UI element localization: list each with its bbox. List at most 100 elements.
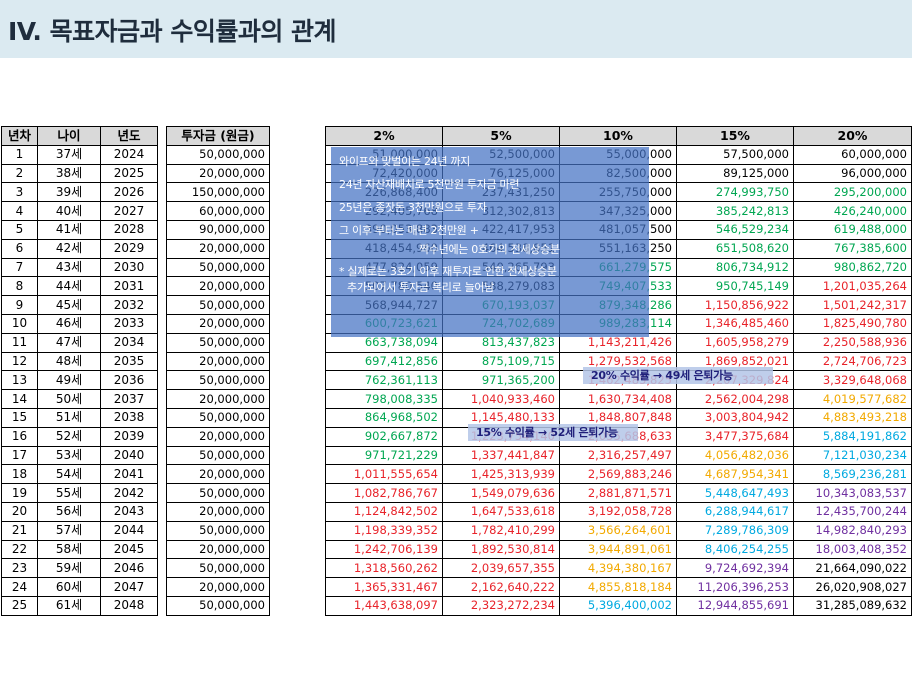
- cell-investment: 20,000,000: [166, 501, 270, 522]
- cell-n: 17: [1, 445, 38, 466]
- cell-r2: 1,124,842,502: [325, 501, 443, 522]
- cell-investment: 50,000,000: [166, 257, 270, 278]
- cell-n: 12: [1, 351, 38, 372]
- cell-r5: 1,782,410,299: [442, 520, 560, 541]
- cell-year: 2028: [100, 219, 158, 240]
- table-row: 18 54세 2041: [1, 464, 158, 485]
- cell-r20: 619,488,000: [793, 219, 912, 240]
- cell-r5: 2,323,272,234: [442, 595, 560, 616]
- cell-r2: 1,242,706,139: [325, 539, 443, 560]
- table-row: 20,000,000: [166, 351, 270, 372]
- cell-r20: 31,285,089,632: [793, 595, 912, 616]
- table-row: 1,198,339,352 1,782,410,299 3,566,264,601 7…: [325, 520, 912, 541]
- cell-year: 2039: [100, 426, 158, 447]
- cell-r20: 12,435,700,244: [793, 501, 912, 522]
- table-row: 50,000,000: [166, 332, 270, 353]
- cell-n: 18: [1, 464, 38, 485]
- table-row: 697,412,856 875,109,715 1,279,532,568 1,869…: [325, 351, 912, 372]
- table-row: 10 46세 2033: [1, 313, 158, 334]
- cell-r20: 4,019,577,682: [793, 389, 912, 409]
- cell-r20: 1,501,242,317: [793, 295, 912, 315]
- cell-age: 61세: [37, 595, 101, 616]
- table-row: 798,008,335 1,040,933,460 1,630,734,408 2,5…: [325, 389, 912, 409]
- table-row: 2 38세 2025: [1, 163, 158, 184]
- table-row: 50,000,000: [166, 520, 270, 541]
- cell-r5: 875,109,715: [442, 351, 560, 372]
- table-row: 1,011,555,654 1,425,313,939 2,569,883,246 4…: [325, 464, 912, 485]
- table-row: 20,000,000: [166, 426, 270, 447]
- table-row: 1,318,560,262 2,039,657,355 4,394,380,167 9…: [325, 558, 912, 579]
- retire-note-15: 15% 수익률 → 52세 은퇴가능: [468, 424, 638, 441]
- cell-r15: 806,734,912: [676, 257, 794, 278]
- table-row: 23 59세 2046: [1, 558, 158, 579]
- table-row: 1,124,842,502 1,647,533,618 3,192,058,728 6…: [325, 501, 912, 522]
- header-rate-10: 10%: [559, 126, 677, 146]
- table-row: 8 44세 2031: [1, 276, 158, 297]
- cell-r15: 2,562,004,298: [676, 389, 794, 409]
- cell-age: 54세: [37, 464, 101, 485]
- table-header-row: 투자금 (원금): [166, 126, 270, 146]
- table-row: 20,000,000: [166, 464, 270, 485]
- cell-n: 1: [1, 144, 38, 165]
- cell-r2: 1,318,560,262: [325, 558, 443, 579]
- cell-age: 48세: [37, 351, 101, 372]
- cell-r15: 651,508,620: [676, 238, 794, 259]
- cell-r2: 971,721,229: [325, 445, 443, 466]
- cell-r5: 1,892,530,814: [442, 539, 560, 560]
- cell-age: 43세: [37, 257, 101, 278]
- cell-year: 2030: [100, 257, 158, 278]
- cell-r20: 10,343,083,537: [793, 483, 912, 503]
- table-row: 90,000,000: [166, 219, 270, 240]
- cell-n: 20: [1, 501, 38, 522]
- cell-age: 56세: [37, 501, 101, 522]
- header-rate-20: 20%: [793, 126, 912, 146]
- cell-r2: 1,082,786,767: [325, 483, 443, 503]
- cell-n: 14: [1, 389, 38, 409]
- cell-year: 2047: [100, 577, 158, 597]
- table-row: 13 49세 2036: [1, 370, 158, 391]
- cell-r20: 5,884,191,862: [793, 426, 912, 447]
- cell-investment: 50,000,000: [166, 520, 270, 541]
- table-row: 4 40세 2027: [1, 201, 158, 221]
- cell-investment: 20,000,000: [166, 464, 270, 485]
- table-row: 6 42세 2029: [1, 238, 158, 259]
- header-year: 년도: [100, 126, 158, 146]
- table-row: 50,000,000: [166, 483, 270, 503]
- year-age-table: 년차 나이 년도 1 37세 2024 2 38세 2025 3 39세 2026 4 40세 202…: [1, 126, 158, 616]
- cell-n: 10: [1, 313, 38, 334]
- cell-year: 2036: [100, 370, 158, 391]
- cell-r20: 4,883,493,218: [793, 407, 912, 428]
- cell-r10: 3,566,264,601: [559, 520, 677, 541]
- cell-investment: 50,000,000: [166, 295, 270, 315]
- cell-age: 44세: [37, 276, 101, 297]
- cell-investment: 50,000,000: [166, 595, 270, 616]
- cell-r2: 1,198,339,352: [325, 520, 443, 541]
- cell-age: 40세: [37, 201, 101, 221]
- cell-investment: 20,000,000: [166, 351, 270, 372]
- table-row: 16 52세 2039: [1, 426, 158, 447]
- cell-year: 2048: [100, 595, 158, 616]
- cell-year: 2040: [100, 445, 158, 466]
- cell-r2: 902,667,872: [325, 426, 443, 447]
- cell-r10: 2,569,883,246: [559, 464, 677, 485]
- cell-year: 2035: [100, 351, 158, 372]
- cell-age: 47세: [37, 332, 101, 353]
- cell-age: 52세: [37, 426, 101, 447]
- title-bar: IV. 목표자금과 수익률과의 관계: [0, 0, 912, 58]
- cell-year: 2031: [100, 276, 158, 297]
- cell-n: 13: [1, 370, 38, 391]
- cell-r2: 798,008,335: [325, 389, 443, 409]
- cell-r10: 4,394,380,167: [559, 558, 677, 579]
- cell-r5: 1,425,313,939: [442, 464, 560, 485]
- cell-n: 2: [1, 163, 38, 184]
- cell-r2: 1,365,331,467: [325, 577, 443, 597]
- cell-r15: 3,003,804,942: [676, 407, 794, 428]
- cell-n: 5: [1, 219, 38, 240]
- cell-n: 16: [1, 426, 38, 447]
- table-row: 50,000,000: [166, 595, 270, 616]
- table-row: 864,968,502 1,145,480,133 1,848,807,848 3,0…: [325, 407, 912, 428]
- cell-r15: 11,206,396,253: [676, 577, 794, 597]
- cell-investment: 50,000,000: [166, 558, 270, 579]
- cell-r5: 2,039,657,355: [442, 558, 560, 579]
- cell-n: 19: [1, 483, 38, 503]
